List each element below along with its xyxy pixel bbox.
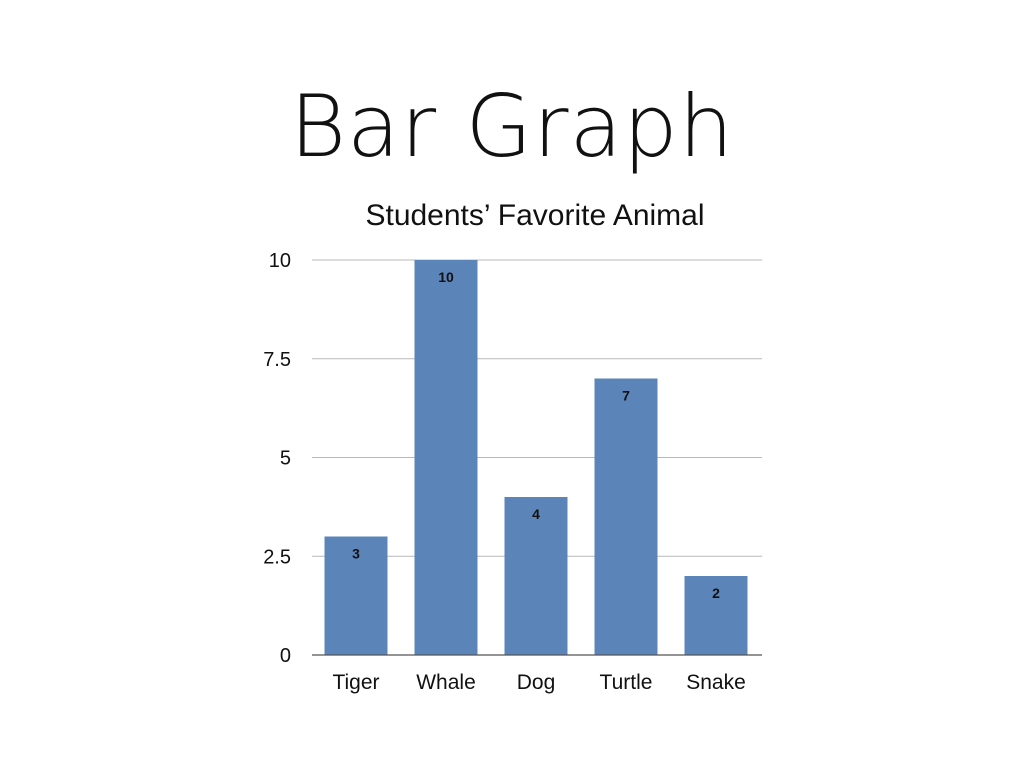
bars (324, 260, 748, 655)
bar-whale (414, 260, 478, 655)
y-tick-label: 5 (280, 448, 291, 470)
x-tick-label: Turtle (600, 671, 653, 694)
y-tick-label: 10 (269, 250, 291, 272)
labels: 0 2.5 5 7.5 10 3 Tiger 10 Whale 4 Dog 7 Turtle 2 Snake (263, 250, 746, 694)
bar-tiger (324, 536, 388, 655)
x-tick-label: Snake (686, 671, 746, 694)
data-label: 3 (352, 546, 360, 562)
bar-snake (684, 576, 748, 655)
data-label: 2 (712, 585, 720, 601)
data-label: 10 (438, 269, 454, 285)
slide-title: Bar Graph (289, 77, 735, 177)
bar-turtle (594, 378, 658, 655)
bar-dog (504, 497, 568, 655)
x-tick-label: Dog (517, 671, 556, 694)
y-tick-label: 2.5 (263, 546, 291, 568)
y-tick-label: 7.5 (263, 349, 291, 371)
data-label: 4 (532, 506, 540, 522)
x-tick-label: Tiger (332, 671, 379, 694)
data-label: 7 (622, 388, 630, 404)
x-tick-label: Whale (416, 671, 476, 694)
chart-title: Students’ Favorite Animal (365, 199, 704, 232)
y-tick-label: 0 (280, 645, 291, 667)
